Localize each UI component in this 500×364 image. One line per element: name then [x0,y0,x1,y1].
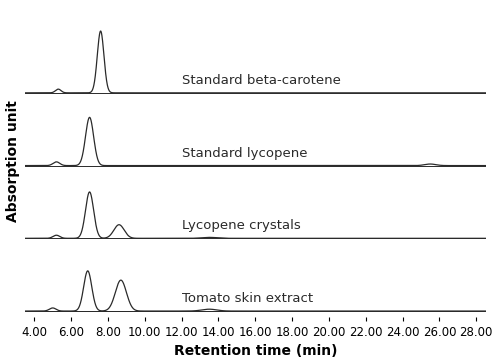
Text: Standard lycopene: Standard lycopene [182,147,307,160]
X-axis label: Retention time (min): Retention time (min) [174,344,337,359]
Text: Lycopene crystals: Lycopene crystals [182,219,300,233]
Text: Standard beta-carotene: Standard beta-carotene [182,74,340,87]
Y-axis label: Absorption unit: Absorption unit [6,100,20,222]
Text: Tomato skin extract: Tomato skin extract [182,292,313,305]
